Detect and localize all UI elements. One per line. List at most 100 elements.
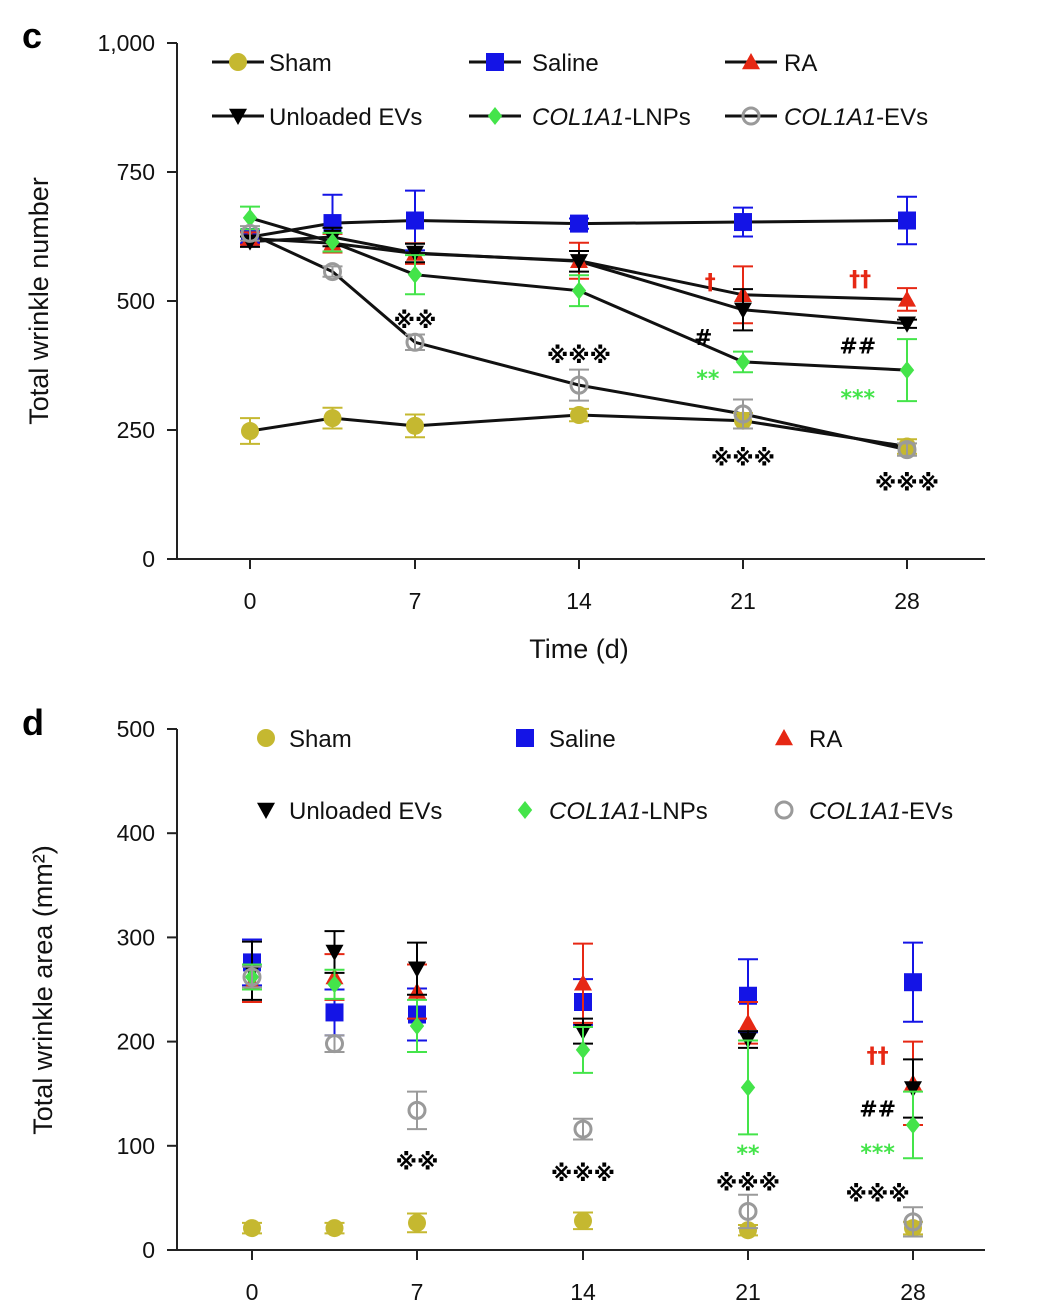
legend-item-saline: Saline: [469, 50, 599, 77]
data-point-sham: [408, 1213, 426, 1232]
data-point-saline: [734, 213, 752, 232]
panel-letter: d: [22, 702, 44, 743]
data-point-sham: [323, 409, 342, 428]
legend-item-ra: RA: [775, 726, 842, 753]
legend-label: Unloaded EVs: [269, 104, 422, 131]
data-point-col1a1-lnps: [327, 975, 342, 994]
data-point-col1a1-evs: [323, 262, 342, 282]
data-point-unloaded-evs: [734, 302, 752, 319]
y-tick-label: 300: [117, 924, 155, 950]
data-point-saline: [904, 973, 922, 992]
data-point-col1a1-lnps: [740, 1078, 756, 1097]
legend-label: Sham: [289, 726, 352, 753]
significance-annotation: ※※※: [547, 344, 611, 369]
legend-marker: [742, 53, 760, 70]
legend-marker: [516, 729, 534, 747]
legend-item-unloaded-evs: Unloaded EVs: [212, 104, 422, 131]
significance-annotation: ※※※: [551, 1162, 615, 1187]
y-tick-label: 250: [117, 417, 155, 443]
legend-label-rest: -LNPs: [641, 798, 708, 825]
data-point-ra: [898, 290, 916, 307]
data-point-col1a1-lnps: [905, 1115, 921, 1134]
series-col1a1-evs: [242, 965, 923, 1238]
data-point-sham: [241, 422, 259, 441]
data-point-col1a1-evs: [325, 1034, 344, 1054]
legend-marker: [257, 729, 275, 747]
legend-marker: [517, 801, 533, 819]
x-tick-label: 7: [411, 1279, 424, 1305]
data-point-sham: [325, 1219, 344, 1238]
data-point-saline: [739, 986, 757, 1005]
data-point-col1a1-lnps: [899, 361, 915, 380]
significance-annotation: †: [705, 270, 716, 295]
significance-annotation: **: [736, 1142, 760, 1167]
legend: Sham Saline RA Unloaded EVs COL1A1-LNPs COL1A…: [212, 50, 928, 131]
data-point-col1a1-evs: [733, 404, 753, 424]
legend-label: Sham: [269, 50, 332, 77]
data-point-col1a1-evs: [405, 332, 425, 352]
legend-marker: [486, 53, 504, 71]
panel-d: d 0 100 200 300 400 500 0 7 14 21 28 Total wrinkle a…: [22, 702, 985, 1305]
data-point-sham: [406, 416, 424, 435]
legend-label: Saline: [549, 726, 616, 753]
data-point-col1a1-lnps: [242, 208, 258, 227]
legend-item-sham: Sham: [212, 50, 332, 77]
legend-label: Saline: [532, 50, 599, 77]
legend-label: COL1A1-LNPs: [549, 798, 708, 825]
panel-c: c 0 250 500 750 1,000 0 7 14 21 28 Total wrinkle nu…: [22, 15, 985, 664]
significance-annotation: ##: [859, 1097, 896, 1122]
y-tick-label: 750: [117, 159, 155, 185]
data-point-saline: [406, 211, 424, 230]
legend-item-col1a1-lnps: COL1A1-LNPs: [517, 798, 708, 825]
data-point-col1a1-evs: [897, 440, 917, 460]
significance-annotation: ***: [860, 1141, 895, 1166]
legend-marker: [741, 106, 761, 126]
legend-marker: [229, 53, 247, 71]
legend-item-saline: Saline: [516, 726, 616, 753]
legend-label: COL1A1-EVs: [809, 798, 953, 825]
legend-label: COL1A1-LNPs: [532, 104, 691, 131]
legend-item-ra: RA: [725, 50, 817, 77]
y-tick-label: 0: [142, 546, 155, 572]
y-axis-title: Total wrinkle area (mm²): [28, 845, 58, 1135]
data-point-unloaded-evs: [325, 944, 344, 961]
x-tick-label: 0: [244, 588, 257, 614]
y-tick-label: 400: [117, 820, 155, 846]
data-point-ra: [574, 974, 592, 991]
series-line-saline: [249, 219, 908, 239]
legend-label-italic: COL1A1: [549, 798, 641, 825]
legend-label-rest: -EVs: [901, 798, 953, 825]
data-point-col1a1-lnps: [575, 1040, 591, 1059]
y-axis-title: Total wrinkle number: [24, 177, 54, 425]
legend-marker: [229, 108, 247, 125]
data-point-unloaded-evs: [904, 1081, 922, 1098]
data-point-col1a1-evs: [240, 223, 260, 243]
significance-annotation: ††: [849, 267, 871, 292]
significance-annotation: ※※: [394, 309, 437, 334]
data-point-col1a1-evs: [738, 1201, 758, 1221]
data-point-saline: [898, 211, 916, 230]
data-point-col1a1-lnps: [325, 233, 340, 252]
significance-annotation: ##: [839, 334, 876, 359]
y-tick-label: 200: [117, 1029, 155, 1055]
significance-annotation: ※※※: [711, 446, 775, 471]
data-point-unloaded-evs: [570, 254, 588, 271]
significance-annotation: ***: [841, 386, 876, 411]
legend-item-unloaded-evs: Unloaded EVs: [257, 798, 442, 825]
data-point-col1a1-lnps: [407, 265, 423, 284]
data-point-col1a1-evs: [569, 375, 589, 395]
series-col1a1-lnps: [240, 205, 917, 403]
data-point-sham: [574, 1211, 592, 1230]
legend-label: RA: [784, 50, 817, 77]
significance-annotation: ※※※: [875, 472, 939, 497]
x-tick-label: 14: [570, 1279, 596, 1305]
y-tick-label: 100: [117, 1133, 155, 1159]
legend-label-italic: COL1A1: [784, 104, 876, 131]
legend-label: Unloaded EVs: [289, 798, 442, 825]
legend-item-col1a1-evs: COL1A1-EVs: [774, 798, 953, 825]
series-line-col1a1-lnps: [249, 216, 908, 372]
data-point-sham: [243, 1219, 261, 1238]
data-point-unloaded-evs: [408, 961, 426, 978]
